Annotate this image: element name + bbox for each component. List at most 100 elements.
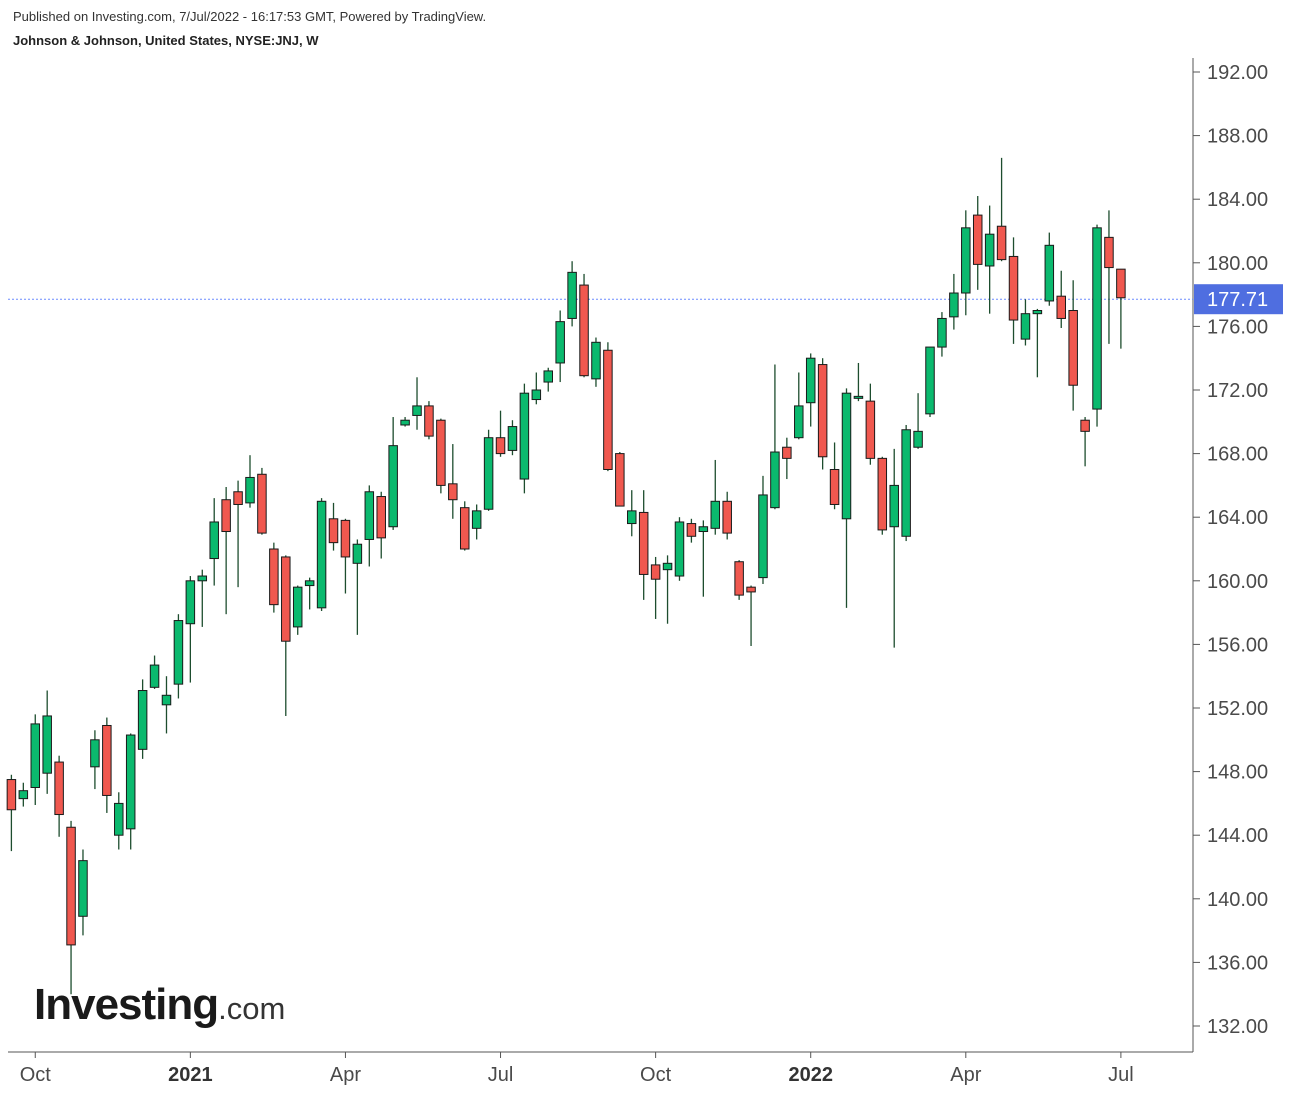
candle-body-up: [901, 429, 911, 537]
candle-body-down: [328, 518, 339, 544]
candle-body-down: [865, 400, 876, 459]
candle-body-down: [734, 561, 744, 596]
candle-body-down: [782, 446, 792, 459]
candle: [579, 273, 589, 378]
candle-body-up: [853, 395, 864, 399]
candle: [436, 418, 446, 494]
candle-body-down: [972, 214, 983, 265]
candle: [758, 475, 768, 584]
candle: [817, 358, 828, 470]
candle: [281, 555, 291, 716]
candle-body-down: [102, 724, 112, 796]
candle: [42, 690, 52, 794]
candle: [1044, 232, 1055, 306]
candle: [686, 518, 697, 543]
candle: [782, 437, 792, 480]
candle: [734, 560, 744, 600]
candle: [937, 312, 947, 357]
symbol-title: Johnson & Johnson, United States, NYSE:J…: [13, 33, 319, 48]
candle: [674, 517, 685, 581]
candle-body-up: [949, 292, 959, 318]
candle: [853, 362, 864, 402]
candle: [877, 456, 888, 535]
y-tick-label: 152.00: [1207, 698, 1268, 720]
x-tick-group: Oct 2021 Apr Jul Oct 2022 Apr Jul: [20, 1052, 1134, 1086]
candle-body-down: [257, 473, 267, 534]
candle-body-up: [591, 341, 601, 380]
last-price-tag: 177.71: [1194, 284, 1283, 315]
candle-body-up: [555, 321, 565, 364]
candle: [925, 346, 935, 418]
candle-body-up: [149, 664, 160, 688]
y-tick-label: 140.00: [1207, 889, 1268, 911]
candle: [388, 417, 398, 530]
candle-body-up: [42, 715, 52, 774]
candle-body-down: [829, 469, 840, 505]
candle: [841, 388, 852, 608]
candle-body-down: [1080, 419, 1090, 432]
candle: [495, 410, 506, 457]
candle-body-down: [615, 453, 625, 507]
candle-body-up: [125, 734, 136, 830]
last-price-tag-bg: [1194, 284, 1283, 315]
candle-body-down: [638, 511, 649, 575]
investing-logo: Investing.com: [34, 980, 285, 1030]
candle: [316, 498, 327, 612]
candle-body-down: [722, 500, 732, 534]
candle-body-up: [674, 521, 685, 577]
candle: [770, 364, 780, 510]
candle-body-down: [817, 364, 828, 458]
published-note: Published on Investing.com, 7/Jul/2022 -…: [13, 9, 487, 24]
candle-body-up: [794, 405, 804, 439]
candle: [304, 577, 315, 610]
y-tick-label: 188.00: [1207, 126, 1268, 148]
y-tick-label: 184.00: [1207, 189, 1268, 211]
candle: [1092, 224, 1102, 427]
candle: [66, 820, 76, 995]
candle: [710, 459, 721, 535]
candle-body-down: [877, 457, 888, 531]
candle-body-up: [710, 500, 721, 529]
candle-body-down: [650, 564, 661, 580]
y-tick-group: 192.00 188.00 184.00 180.00 176.00 172.00 168.…: [1193, 62, 1268, 1038]
y-tick-label: 168.00: [1207, 444, 1268, 466]
candle-body-down: [221, 499, 231, 533]
candle-body-up: [925, 346, 935, 415]
candle: [471, 504, 482, 540]
candle: [102, 717, 112, 813]
x-tick-label: Oct: [640, 1064, 672, 1086]
candle-body-up: [114, 802, 124, 836]
candle-body-down: [996, 225, 1007, 261]
candle: [1008, 237, 1019, 344]
candle: [209, 498, 219, 586]
candle: [1056, 270, 1066, 328]
candle: [233, 480, 243, 588]
candle-body-up: [471, 510, 482, 529]
candle-body-up: [78, 860, 88, 917]
candle: [1032, 308, 1043, 378]
candle: [412, 377, 422, 430]
y-tick-label: 176.00: [1207, 316, 1268, 338]
candle: [340, 518, 351, 594]
y-tick-label: 144.00: [1207, 825, 1268, 847]
candle-body-up: [662, 562, 673, 571]
candle-body-up: [519, 392, 530, 480]
candle: [400, 417, 410, 427]
candle: [459, 501, 470, 551]
candle: [901, 424, 911, 542]
candle-body-up: [18, 790, 29, 800]
candle-body-up: [137, 690, 148, 750]
candle: [889, 448, 899, 648]
candle: [448, 444, 458, 519]
candle: [483, 429, 494, 511]
candle-body-down: [459, 507, 470, 550]
candle: [424, 401, 434, 440]
candle: [197, 569, 208, 627]
candle: [137, 679, 148, 759]
candle-body-up: [30, 723, 41, 789]
candle: [1080, 417, 1090, 467]
candle-body-down: [1116, 268, 1126, 299]
candle-body-down: [746, 586, 756, 593]
candle-body-up: [961, 227, 971, 294]
candle: [352, 539, 363, 635]
